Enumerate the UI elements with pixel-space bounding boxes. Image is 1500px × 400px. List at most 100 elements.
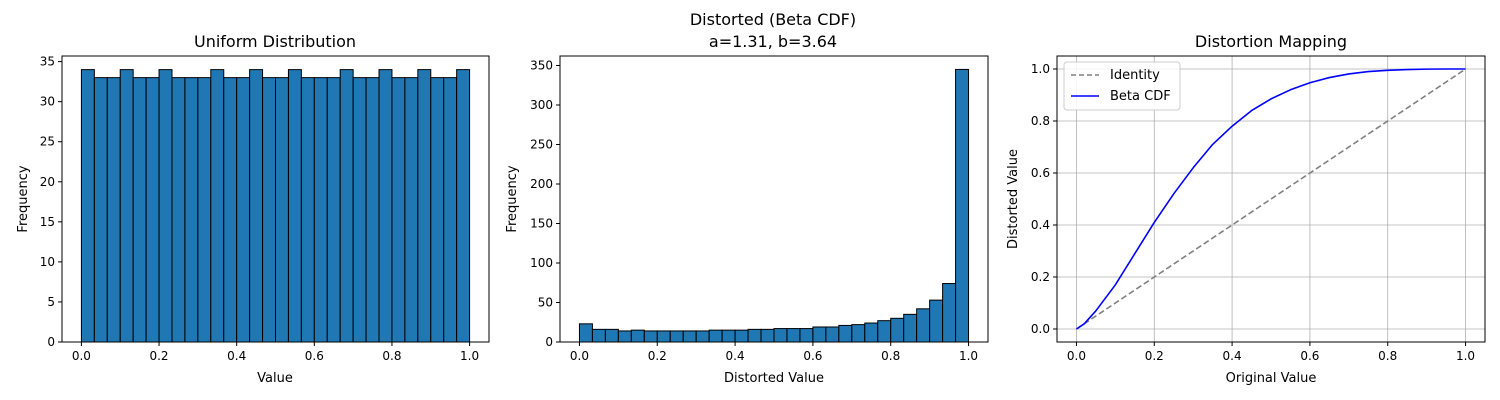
uniform-bar: [326, 77, 341, 343]
chart-mapping-xlabel: Original Value: [1226, 371, 1317, 386]
distorted-x-tick-label: 0.2: [648, 349, 667, 363]
chart-mapping-ylabel: Distorted Value: [1006, 149, 1021, 249]
distorted-bar: [656, 330, 671, 343]
distorted-y-tick-label: 200: [530, 177, 553, 191]
legend-frame: [1063, 61, 1181, 111]
uniform-bar: [262, 77, 277, 343]
uniform-bar: [443, 77, 458, 343]
uniform-y-tick-label: 0: [47, 335, 55, 349]
chart-mapping-x-ticks: 0.0 0.2 0.4 0.6 0.8 1.0: [1067, 342, 1475, 363]
mapping-x-tick-label: 1.0: [1456, 349, 1475, 363]
uniform-bar: [417, 69, 432, 343]
uniform-x-tick-label: 0.6: [305, 349, 324, 363]
uniform-bar: [365, 77, 380, 343]
chart-mapping-y-ticks: 0.0 0.2 0.4 0.6 0.8 1.0: [1031, 62, 1057, 336]
distorted-y-tick-label: 0: [545, 335, 553, 349]
distorted-bar: [682, 330, 697, 343]
uniform-bar: [132, 77, 147, 343]
distorted-x-tick-label: 0.8: [881, 349, 900, 363]
distorted-bar: [721, 329, 736, 343]
distorted-bar: [825, 326, 840, 343]
uniform-bar: [378, 69, 393, 343]
uniform-bar: [313, 77, 328, 343]
uniform-bar: [352, 77, 367, 343]
mapping-x-tick-label: 0.6: [1300, 349, 1319, 363]
distorted-bar: [838, 324, 853, 343]
chart-uniform-title: Uniform Distribution: [194, 32, 356, 51]
distorted-bar: [877, 320, 892, 343]
distorted-bar: [708, 329, 723, 343]
distorted-bar: [929, 299, 944, 343]
uniform-x-tick-label: 0.4: [227, 349, 246, 363]
uniform-bar: [158, 69, 173, 343]
distorted-bar: [786, 328, 801, 343]
chart-mapping-grid: [1057, 56, 1485, 342]
distorted-bar: [578, 323, 593, 343]
uniform-bar: [287, 69, 302, 343]
distorted-bar: [916, 308, 931, 343]
uniform-y-tick-label: 20: [40, 175, 55, 189]
chart-distorted-x-ticks: 0.0 0.2 0.4 0.6 0.8 1.0: [570, 342, 978, 363]
distorted-bar: [851, 324, 866, 343]
distorted-x-tick-label: 1.0: [959, 349, 978, 363]
distorted-y-tick-label: 300: [530, 98, 553, 112]
mapping-y-tick-label: 0.2: [1031, 270, 1050, 284]
distorted-bar: [760, 328, 775, 343]
uniform-y-tick-label: 35: [40, 55, 55, 69]
mapping-y-tick-label: 0.6: [1031, 166, 1050, 180]
distorted-bar: [799, 328, 814, 343]
distorted-y-tick-label: 250: [530, 137, 553, 151]
uniform-bar: [391, 77, 406, 343]
chart-distorted-frame: [559, 55, 989, 343]
distorted-bar: [812, 326, 827, 343]
mapping-x-tick-label: 0.8: [1378, 349, 1397, 363]
uniform-bar: [171, 77, 186, 343]
distorted-y-tick-label: 350: [530, 58, 553, 72]
uniform-y-tick-label: 25: [40, 135, 55, 149]
chart-distorted-ylabel: Frequency: [505, 165, 520, 232]
uniform-bar: [184, 77, 199, 343]
distorted-y-tick-label: 50: [538, 295, 553, 309]
distorted-bar: [903, 313, 918, 343]
uniform-y-tick-label: 5: [47, 295, 55, 309]
uniform-x-tick-label: 0.8: [382, 349, 401, 363]
uniform-bar: [339, 69, 354, 343]
chart-distorted: Distorted (Beta CDF) a=1.31, b=3.64 0.0 0…: [505, 10, 989, 386]
uniform-bar: [456, 69, 471, 343]
legend-identity-label: Identity: [1110, 68, 1160, 83]
chart-mapping-lines: [1076, 68, 1466, 330]
uniform-bar: [93, 77, 108, 343]
distorted-bar: [617, 330, 632, 343]
distorted-bar: [695, 330, 710, 343]
distorted-y-tick-label: 100: [530, 256, 553, 270]
chart-distorted-subtitle: a=1.31, b=3.64: [709, 32, 837, 51]
chart-distorted-title: Distorted (Beta CDF): [690, 10, 856, 29]
chart-uniform: Uniform Distribution 0.0 0.2 0.4 0.6 0.8 1.0 …: [16, 32, 490, 386]
chart-uniform-y-ticks: 0 5 10 15 20 25 30 35: [40, 55, 62, 349]
uniform-bar: [275, 77, 289, 343]
chart-mapping: Distortion Mapping 0.0 0.2 0.4 0.6 0.8 1.0 0.…: [1006, 32, 1486, 386]
uniform-x-tick-label: 1.0: [460, 349, 479, 363]
chart-distorted-plot-area: [560, 56, 988, 342]
legend-beta-cdf-label: Beta CDF: [1110, 89, 1171, 104]
distorted-bar: [773, 328, 788, 343]
uniform-bar: [404, 77, 419, 343]
mapping-y-tick-label: 1.0: [1031, 62, 1050, 76]
uniform-x-tick-label: 0.2: [149, 349, 168, 363]
distorted-x-tick-label: 0.4: [726, 349, 745, 363]
chart-uniform-frame: [61, 55, 490, 343]
uniform-bar: [430, 77, 445, 343]
uniform-bar: [106, 77, 121, 343]
chart-uniform-ylabel: Frequency: [16, 165, 31, 232]
distorted-bar: [864, 322, 879, 343]
distorted-bar: [643, 330, 658, 343]
distorted-bar: [630, 329, 645, 343]
uniform-y-tick-label: 30: [40, 95, 55, 109]
mapping-x-tick-label: 0.2: [1145, 349, 1164, 363]
distorted-bar: [669, 330, 684, 343]
distorted-bar: [890, 317, 905, 343]
distorted-bar: [734, 329, 749, 343]
uniform-bar: [80, 69, 95, 343]
chart-distorted-xlabel: Distorted Value: [724, 371, 824, 386]
